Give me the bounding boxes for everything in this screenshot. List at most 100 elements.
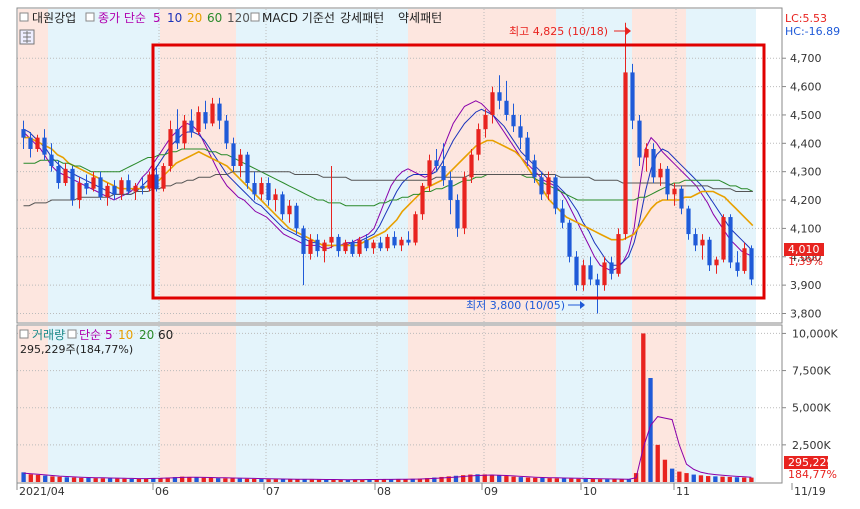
volume-bar [597,479,603,482]
volume-bar [518,477,523,482]
volume-bar [179,476,185,482]
date-axis: 2021/04 06 07 08 09 10 11 11/19 [16,483,826,498]
candle-body [280,194,285,215]
candle-body [679,188,684,209]
volume-legend: 거래량 단순 5 10 20 60 295,229주(184,77%) [19,328,173,356]
volume-bar [417,478,423,482]
current-change: 1,39% [788,255,823,268]
candle-body [707,239,712,266]
volume-bar [331,479,336,482]
volume-bar [338,479,343,482]
volume-bar [367,479,372,482]
volume-bar [388,479,394,482]
volume-bar [410,478,415,482]
volume-bar [57,476,62,482]
volume-bar [35,474,41,482]
volume-bar [655,444,660,482]
volume-tick-label: 7,500K [792,365,831,378]
period-band [556,326,632,482]
volume-bar [648,378,653,482]
volume-bar [569,478,574,482]
candle-body [287,205,292,215]
candle-body [273,194,278,201]
ma-label: 종가 단순 [98,11,146,25]
candle-body [301,228,306,254]
volume-bar [619,479,624,482]
candle-body [308,239,313,254]
candle-body [588,265,593,280]
moving-average-lines [23,100,754,272]
volume-bar [345,479,351,482]
candle-body [427,160,432,186]
volume-bar [482,474,487,482]
volume-bar [302,479,307,482]
candle-body [553,177,558,209]
volume-bar [381,479,387,482]
date-tick-label: 11 [676,485,690,498]
legend-checkbox-icon[interactable] [19,12,29,22]
candle-body [567,222,572,257]
candle-body [686,208,691,235]
volume-bar [439,476,444,482]
lc-label: LC:5.53 [785,12,827,25]
volume-bar [266,479,271,482]
low-arrow-icon [580,301,585,309]
volume-bar [122,478,127,482]
period-band [686,326,756,482]
price-tick-label: 4,300 [790,166,822,179]
current-price: 4,010 [788,243,820,256]
legend-checkbox-icon[interactable] [19,329,29,339]
volume-bar [237,478,242,482]
candle-body [189,120,194,132]
price-tick-label: 4,500 [790,109,822,122]
price-tick-label: 4,700 [790,52,822,65]
volume-bar [612,479,617,482]
candle-body [105,185,110,198]
candle-body [735,262,740,271]
candle-body [266,183,271,201]
volume-bar [727,476,732,482]
legend-checkbox-icon[interactable] [85,12,95,22]
ma-line-20 [23,136,754,247]
volume-bar [424,478,430,482]
volume-bar [273,479,278,482]
volume-bar [525,477,531,482]
legend-checkbox-icon[interactable] [67,329,77,339]
volume-bar [64,477,69,482]
volume-bar [720,476,725,482]
volume-bar [446,476,451,482]
volume-bar [662,459,668,482]
candle-body [672,188,677,195]
volume-bar [468,474,473,482]
volume-bar [252,478,257,482]
candle-body [392,236,397,246]
price-tick-label: 4,200 [790,194,822,207]
candle-body [126,180,131,192]
price-tick-label: 4,600 [790,81,822,94]
volume-bar [489,474,495,482]
period-band [48,326,160,482]
candle-body [602,262,607,286]
candle-body [259,183,264,195]
candle-body [231,143,236,166]
volume-bar [691,474,696,482]
period-band [236,9,408,322]
volume-bar [360,479,365,482]
candle-body [245,154,250,184]
candle-body [91,177,96,189]
volume-bar [50,476,55,482]
date-tick-label: 06 [155,485,169,498]
volume-ma-period-20: 20 [139,328,154,342]
volume-bar [504,476,509,482]
volume-bar [165,477,170,482]
volume-bar [742,477,747,482]
volume-bar [100,478,106,482]
candle-body [385,236,390,249]
legend-checkbox-icon[interactable] [250,12,260,22]
volume-tick-label: 5,000K [792,402,831,415]
highlight-box [151,43,766,300]
candle-body [511,114,516,127]
grid-toggle-glyph [23,31,31,43]
candle-body [329,236,334,243]
candle-body [371,242,376,249]
